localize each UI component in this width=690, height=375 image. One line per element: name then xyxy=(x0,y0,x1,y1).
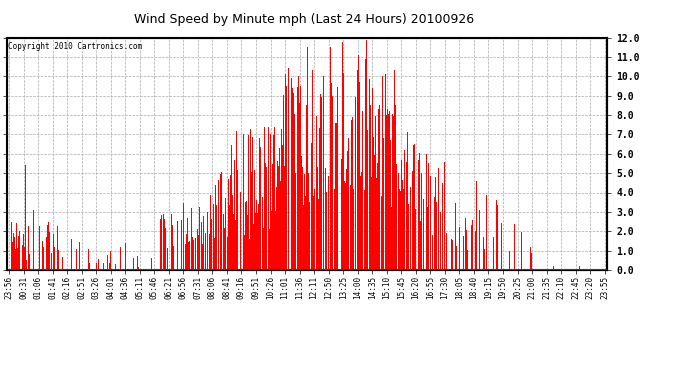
Text: Copyright 2010 Cartronics.com: Copyright 2010 Cartronics.com xyxy=(8,42,142,51)
Text: Wind Speed by Minute mph (Last 24 Hours) 20100926: Wind Speed by Minute mph (Last 24 Hours)… xyxy=(134,13,473,26)
